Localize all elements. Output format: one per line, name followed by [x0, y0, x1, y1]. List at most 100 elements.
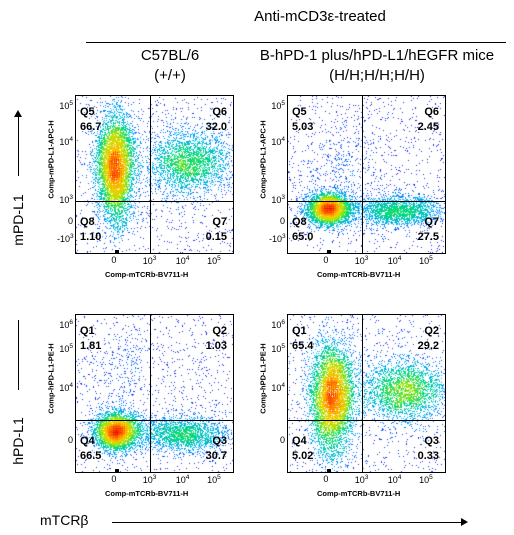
mtcrb-axis-arrow: [112, 518, 468, 526]
quadrant-percentage: 29.2: [417, 340, 439, 352]
tick-exponent: 5: [429, 474, 433, 481]
row-label-hpdl1: hPD-L1: [10, 417, 26, 465]
col1-title-line2: (+/+): [154, 67, 186, 84]
tick-base: -10: [269, 234, 283, 245]
x-tick-label: 104: [176, 255, 190, 266]
x-tick-label: 0: [111, 255, 116, 265]
quadrant-label-q6: Q6 2.45: [418, 106, 439, 133]
tick-exponent: 6: [69, 318, 73, 326]
tick-exponent: 4: [397, 474, 402, 481]
quadrant-name: Q5: [292, 106, 307, 118]
tick-exponent: 3: [152, 474, 157, 481]
tick-base: 10: [271, 100, 282, 111]
quadrant-label-q2: Q2 29.2: [418, 325, 439, 352]
tick-base: 10: [59, 137, 70, 148]
x-tick-label: 103: [355, 255, 369, 266]
tick-base: 10: [354, 475, 365, 485]
quadrant-name: Q7: [212, 216, 227, 228]
tick-exponent: 5: [281, 99, 285, 107]
tick-exponent: 3: [70, 233, 74, 241]
quadrant-percentage: 1.03: [205, 340, 227, 352]
tick-base: 10: [142, 256, 153, 266]
y-tick-label: 106: [57, 319, 73, 330]
event-points-top-right: [288, 96, 445, 253]
y-tick-label: 104: [57, 136, 73, 147]
y-tick-label: 106: [269, 319, 285, 330]
tick-exponent: 5: [281, 342, 285, 350]
y-tick-label: 104: [269, 136, 285, 147]
tick-base: 10: [387, 475, 398, 485]
x-tick-label: 105: [419, 474, 433, 485]
y-tick-label: 0: [269, 216, 285, 226]
tick-base: 10: [271, 382, 282, 393]
tick-exponent: 3: [281, 194, 285, 202]
x-tick-label: 103: [355, 474, 369, 485]
quadrant-vertical-gate: [362, 315, 363, 472]
quadrant-percentage: 5.02: [292, 450, 314, 462]
tick-base: 10: [271, 319, 282, 330]
tick-base: 10: [59, 195, 70, 206]
y-tick-label: -103: [269, 233, 286, 245]
tick-base: 10: [387, 256, 398, 266]
treatment-title: Anti-mCD3ε-treated: [254, 8, 386, 25]
x-zero-marker: [115, 250, 120, 254]
tick-base: 10: [142, 475, 153, 485]
quadrant-name: Q7: [424, 216, 439, 228]
tick-base: 0: [67, 216, 73, 227]
quadrant-name: Q4: [292, 435, 307, 447]
quadrant-name: Q2: [212, 325, 227, 337]
event-points-top-left: [76, 96, 233, 253]
x-zero-marker: [327, 250, 332, 254]
tick-exponent: 4: [185, 255, 190, 262]
y-axis-title-bottom-left: Comp-hPD-L1-PE-H: [46, 343, 56, 414]
tick-base: 10: [59, 319, 70, 330]
y-tick-label: -103: [57, 233, 74, 244]
quadrant-label-q4: Q4 66.5: [80, 435, 101, 462]
quadrant-name: Q8: [292, 216, 307, 228]
scatter-plot-bottom-left: Q1 1.81 Q2 1.03 Q4 66.5 Q3 30.7: [75, 314, 234, 473]
y-axis-title-bottom-right: Comp-hPD-L1-PE-H: [258, 343, 268, 414]
mpdl1-axis-arrow: [14, 110, 22, 176]
y-tick-label: 0: [57, 435, 73, 445]
tick-exponent: 5: [69, 99, 73, 107]
quadrant-horizontal-gate: [288, 201, 445, 202]
scatter-plot-bottom-right: Q1 65.4 Q2 29.2 Q4 5.02 Q3 0.33: [287, 314, 446, 473]
x-tick-label: 104: [176, 474, 190, 485]
x-tick-label: 105: [207, 255, 221, 266]
y-tick-label: 103: [57, 194, 73, 205]
quadrant-percentage: 66.5: [80, 450, 102, 462]
quadrant-horizontal-gate: [76, 420, 233, 421]
tick-base: 0: [67, 435, 73, 446]
tick-base: 0: [279, 435, 285, 446]
x-tick-label: 105: [419, 255, 433, 266]
tick-base: 0: [111, 255, 117, 265]
hpdl1-axis-line: [18, 320, 19, 390]
y-tick-label: 104: [269, 382, 285, 393]
quadrant-percentage: 0.33: [417, 450, 439, 462]
quadrant-percentage: 27.5: [417, 231, 439, 243]
tick-base: 10: [419, 475, 430, 485]
tick-base: 10: [59, 382, 70, 393]
tick-base: 0: [111, 474, 117, 484]
quadrant-label-q1: Q1 65.4: [292, 325, 313, 352]
quadrant-label-q7: Q7 0.15: [206, 216, 227, 243]
quadrant-vertical-gate: [362, 96, 363, 253]
tick-exponent: 4: [185, 474, 190, 481]
tick-base: 0: [323, 255, 329, 265]
quadrant-percentage: 2.45: [417, 121, 439, 133]
x-zero-marker: [327, 469, 332, 473]
tick-exponent: 4: [397, 255, 402, 262]
x-axis-title-bottom-left: Comp-mTCRb-BV711-H: [105, 489, 189, 498]
x-axis-title-top-right: Comp-mTCRb-BV711-H: [317, 270, 401, 279]
tick-exponent: 5: [429, 255, 433, 262]
y-tick-label: 0: [269, 435, 285, 445]
y-tick-label: 105: [269, 343, 285, 354]
quadrant-name: Q3: [424, 435, 439, 447]
quadrant-label-q3: Q3 0.33: [418, 435, 439, 462]
quadrant-percentage: 65.0: [292, 231, 314, 243]
row-label-mpdl1: mPD-L1: [10, 194, 26, 246]
event-points-bottom-right: [288, 315, 445, 472]
tick-base: 10: [207, 475, 218, 485]
quadrant-label-q1: Q1 1.81: [80, 325, 101, 352]
col1-title-line1: C57BL/6: [140, 47, 200, 64]
